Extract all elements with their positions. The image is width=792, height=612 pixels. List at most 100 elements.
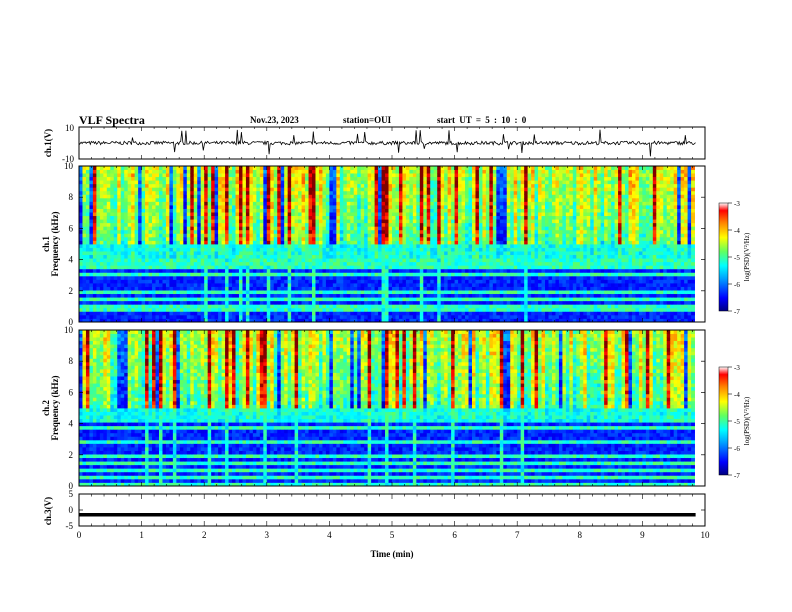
spectrogram-cell	[430, 233, 435, 238]
spectrogram-cell	[89, 197, 94, 202]
spectrogram-cell	[465, 297, 469, 302]
spectrogram-cell	[232, 279, 236, 284]
spectrogram-cell	[138, 212, 142, 217]
spectrogram-cell	[183, 279, 188, 284]
spectrogram-cell	[398, 314, 403, 319]
spectrogram-cell	[179, 318, 184, 323]
spectrogram-cell	[291, 244, 296, 248]
spectrogram-cell	[395, 279, 400, 284]
spectrogram-cell	[162, 240, 167, 245]
spectrogram-cell	[315, 236, 320, 241]
spectrogram-cell	[350, 180, 355, 185]
spectrogram-cell	[471, 286, 476, 291]
spectrogram-cell	[444, 265, 449, 270]
spectrogram-cell	[197, 272, 202, 277]
spectrogram-cell	[207, 197, 212, 202]
spectrogram-cell	[152, 261, 156, 266]
spectrogram-cell	[461, 254, 466, 259]
spectrogram-cell	[165, 219, 170, 224]
spectrogram-cell	[124, 251, 129, 256]
spectrogram-cell	[325, 183, 330, 188]
spectrogram-cell	[465, 300, 469, 305]
spectrogram-cell	[298, 226, 302, 231]
spectrogram-cell	[395, 236, 400, 241]
spectrogram-cell	[179, 297, 184, 302]
spectrogram-cell	[211, 261, 216, 266]
spectrogram-cell	[405, 187, 410, 192]
spectrogram-cell	[325, 251, 330, 256]
spectrogram-cell	[329, 293, 334, 298]
spectrogram-cell	[440, 173, 445, 178]
spectrogram-cell	[238, 240, 243, 245]
spectrogram-cell	[270, 187, 275, 192]
spectrogram-cell	[190, 300, 195, 305]
spectrogram-cell	[284, 300, 289, 305]
spectrogram-cell	[158, 240, 163, 245]
spectrogram-cell	[85, 229, 90, 234]
spectrogram-cell	[82, 247, 87, 252]
spectrogram-cell	[388, 272, 393, 277]
spectrogram-cell	[454, 229, 459, 234]
spectrogram-cell	[419, 229, 424, 234]
spectrogram-cell	[360, 233, 365, 238]
spectrogram-cell	[252, 258, 257, 263]
spectrogram-cell	[451, 236, 455, 241]
spectrogram-cell	[312, 197, 316, 202]
spectrogram-cell	[225, 173, 229, 178]
spectrogram-cell	[378, 240, 382, 245]
spectrogram-cell	[89, 279, 94, 284]
spectrogram-cell	[79, 251, 83, 256]
spectrogram-cell	[430, 261, 435, 266]
spectrogram-cell	[416, 194, 421, 199]
spectrogram-cell	[468, 293, 473, 298]
spectrogram-cell	[471, 272, 476, 277]
spectrogram-cell	[461, 272, 466, 277]
spectrogram-cell	[353, 233, 358, 238]
spectrogram-cell	[277, 293, 282, 298]
spectrogram-cell	[423, 201, 428, 206]
spectrogram-cell	[148, 194, 153, 199]
spectrogram-cell	[134, 183, 139, 188]
spectrogram-cell	[263, 279, 268, 284]
spectrogram-cell	[350, 219, 355, 224]
spectrogram-cell	[138, 176, 142, 181]
spectrogram-cell	[332, 279, 337, 284]
spectrogram-cell	[353, 187, 358, 192]
spectrogram-cell	[183, 254, 188, 259]
spectrogram-cell	[444, 215, 449, 220]
spectrogram-cell	[96, 212, 101, 217]
spectrogram-cell	[85, 275, 90, 280]
spectrogram-cell	[89, 169, 94, 174]
spectrogram-cell	[225, 279, 229, 284]
spectrogram-cell	[339, 236, 344, 241]
spectrogram-cell	[148, 290, 153, 295]
spectrogram-cell	[179, 169, 184, 174]
spectrogram-cell	[242, 300, 247, 305]
spectrogram-cell	[165, 318, 170, 323]
spectrogram-cell	[127, 205, 132, 209]
spectrogram-cell	[193, 244, 198, 248]
spectrogram-cell	[291, 279, 296, 284]
spectrogram-cell	[211, 307, 216, 312]
spectrogram-cell	[158, 219, 163, 224]
spectrogram-cell	[364, 176, 369, 181]
spectrogram-cell	[398, 169, 403, 174]
spectrogram-cell	[221, 169, 226, 174]
spectrogram-cell	[228, 293, 233, 298]
spectrogram-cell	[471, 293, 476, 298]
spectrogram-cell	[238, 180, 243, 185]
spectrogram-cell	[256, 212, 261, 217]
spectrogram-cell	[193, 300, 198, 305]
spectrogram-cell	[398, 173, 403, 178]
spectrogram-cell	[350, 166, 355, 170]
spectrogram-cell	[447, 212, 452, 217]
spectrogram-cell	[367, 190, 372, 195]
spectrogram-cell	[461, 176, 466, 181]
spectrogram-cell	[99, 190, 104, 195]
spectrogram-cell	[426, 201, 431, 206]
spectrogram-cell	[134, 279, 139, 284]
spectrogram-cell	[200, 300, 205, 305]
spectrogram-cell	[332, 290, 337, 295]
spectrogram-cell	[385, 194, 389, 199]
spectrogram-cell	[273, 212, 278, 217]
